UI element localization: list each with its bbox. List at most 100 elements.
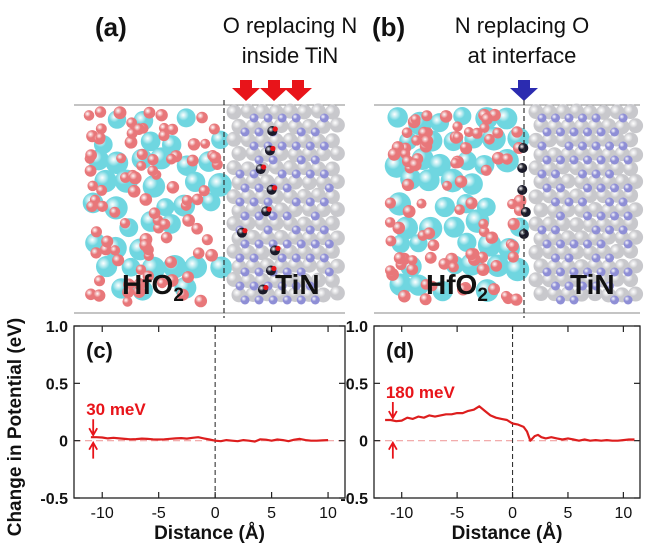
ti-atom [329, 202, 345, 218]
ti-atom [301, 175, 317, 191]
x-tick-label: -5 [152, 505, 166, 522]
n-atom [569, 155, 579, 165]
n-atom [305, 141, 315, 151]
o-atom [200, 138, 211, 149]
o-atom [113, 106, 127, 120]
n-atom [551, 169, 561, 179]
o-atom [187, 138, 201, 151]
n-atom [235, 281, 245, 291]
o-marker [275, 245, 281, 252]
n-atom [583, 211, 593, 221]
n-atom [249, 197, 259, 207]
o-atom [480, 164, 492, 176]
substituted-n-atom [518, 229, 529, 239]
o-marker [261, 164, 267, 170]
o-atom [133, 123, 145, 135]
o-atom [384, 197, 396, 209]
n-atom [235, 253, 245, 263]
o-atom [416, 198, 427, 209]
annotation-label: 180 meV [386, 383, 456, 402]
o-atom [139, 193, 153, 206]
o-atom [488, 283, 501, 296]
o-atom [500, 290, 512, 302]
o-atom [402, 204, 416, 218]
o-atom [158, 129, 170, 142]
panel-a-caption-line2: inside TiN [242, 43, 339, 68]
o-atom [384, 265, 396, 276]
chart-d: -10 -5 0 5 10 -0.5 0 0.5 1.0 (d) Distance (Å) 180 m… [340, 319, 641, 544]
substituted-n-atom [518, 143, 529, 153]
n-atom [319, 225, 329, 235]
ti-atom [623, 104, 639, 120]
x-tick-label: 5 [564, 505, 573, 522]
n-atom [578, 197, 588, 207]
o-atom [119, 218, 131, 229]
o-atom [507, 217, 520, 231]
x-axis-label: Distance (Å) [452, 523, 563, 544]
o-atom [182, 213, 196, 227]
n-atom [240, 127, 250, 137]
n-atom [623, 267, 633, 277]
o-atom [454, 204, 465, 216]
o-atom [122, 296, 133, 307]
o-atom [124, 135, 138, 149]
hf-atom [207, 173, 232, 197]
ti-atom [528, 244, 544, 260]
n-atom [542, 127, 552, 137]
ti-atom [628, 174, 644, 190]
n-atom [324, 239, 334, 249]
hf-atom [453, 107, 472, 126]
panel-b-caption-line2: at interface [468, 43, 577, 68]
n-atom [254, 183, 264, 193]
n-atom [610, 183, 620, 193]
n-atom [556, 267, 566, 277]
n-atom [305, 225, 315, 235]
ti-atom [329, 174, 345, 190]
n-atom [319, 169, 329, 179]
ti-atom [287, 202, 303, 218]
n-atom [249, 253, 259, 263]
n-atom [296, 267, 306, 277]
o-atom [109, 206, 121, 218]
ti-atom [628, 202, 644, 218]
n-atom [623, 183, 633, 193]
ti-atom [623, 161, 639, 177]
x-tick-label: 10 [319, 505, 337, 522]
n-atom [618, 113, 628, 123]
o-atom [96, 200, 108, 212]
n-atom [583, 239, 593, 249]
hf-atom [387, 107, 408, 128]
o-atom [507, 251, 519, 263]
o-atom [192, 247, 205, 259]
n-atom [319, 197, 329, 207]
x-tick-label: -10 [390, 505, 413, 522]
x-tick-label: -10 [91, 505, 114, 522]
n-atom [254, 155, 264, 165]
panel-b-label: (b) [372, 12, 405, 42]
n-atom [569, 295, 579, 305]
o-atom [90, 247, 102, 259]
o-atom [139, 239, 152, 252]
o-atom [142, 270, 154, 282]
o-atom [166, 181, 180, 194]
n-atom [605, 141, 615, 151]
y-tick-label: 0.5 [346, 376, 368, 393]
n-atom [551, 197, 561, 207]
y-tick-label: 0.5 [46, 376, 68, 393]
n-atom [305, 281, 315, 291]
o-atom [421, 110, 433, 122]
hf-atom [201, 192, 221, 212]
o-atom [194, 294, 208, 308]
annotation-arrow-down [388, 402, 398, 420]
n-atom [537, 169, 547, 179]
o-atom [85, 149, 97, 161]
ti-atom [628, 118, 644, 134]
y-tick-label: 0 [359, 434, 368, 451]
panel-a-hfo2-label: HfO2 [122, 269, 184, 306]
o-atom [484, 133, 495, 145]
hf-atom [211, 130, 230, 150]
o-atom [501, 153, 513, 165]
o-atom [450, 157, 461, 169]
panel-b-caption-line1: N replacing O [455, 13, 590, 38]
ti-atom [560, 173, 576, 189]
